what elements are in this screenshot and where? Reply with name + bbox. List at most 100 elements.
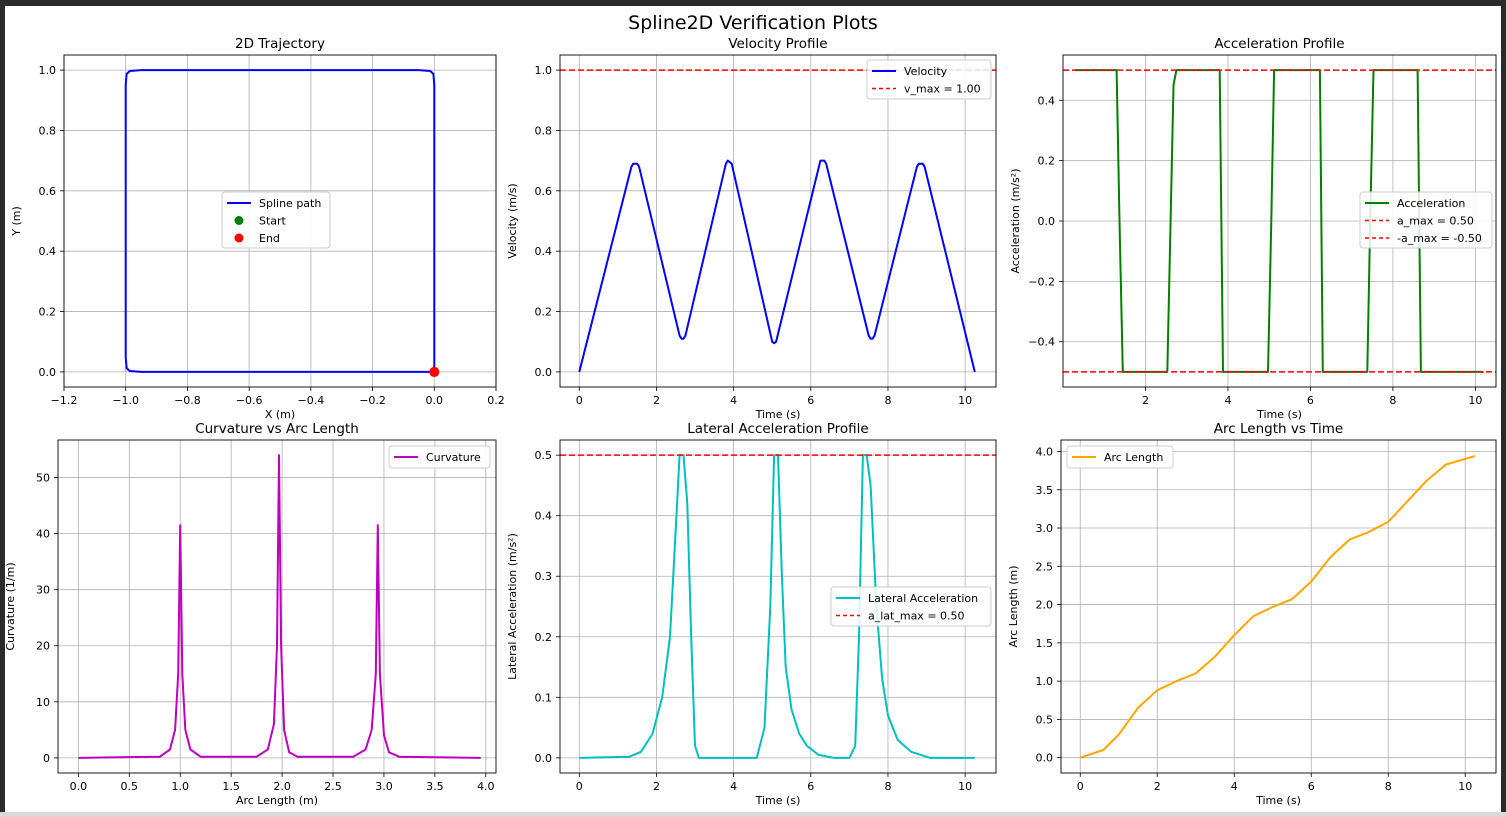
y-tick-label: 10: [36, 696, 50, 709]
x-tick-label: 4: [1224, 394, 1231, 407]
series-line-arclength: [1079, 455, 1476, 759]
axes-frame: [559, 54, 997, 388]
y-tick-label: 0.6: [535, 185, 553, 198]
chart-velocity: 0 2 4 6 8 10 0.0 0.2 0.4 0.6 0.8 1.0 Velocity Profil…: [506, 36, 997, 421]
y-tick-label: 1.0: [535, 64, 553, 77]
axes-frame: [63, 54, 497, 388]
legend-marker: [234, 216, 244, 225]
legend-label: a_max = 0.50: [1397, 215, 1474, 228]
y-tick-label: 30: [36, 584, 50, 597]
x-axis-label: Time (s): [1255, 794, 1301, 807]
x-axis-label: Time (s): [755, 794, 801, 807]
y-tick-label: 1.0: [39, 64, 57, 77]
y-axis-label: Curvature (1/m): [4, 562, 17, 650]
x-tick-label: 0.0: [70, 780, 88, 793]
axes-frame: [57, 439, 497, 774]
y-tick-label: 0.0: [1038, 215, 1056, 228]
legend-box: [1066, 445, 1174, 469]
y-tick-label: 1.0: [1036, 675, 1054, 688]
window-bottom-strip: [0, 812, 1506, 817]
series-line-velocity: [578, 159, 976, 373]
x-tick-label: 8: [884, 394, 891, 407]
legend-label: Velocity: [904, 65, 948, 78]
legend-box: [388, 445, 491, 469]
y-tick-label: 0.1: [535, 691, 553, 704]
series-line-lateral: [579, 454, 975, 759]
x-tick-label: −0.2: [359, 394, 386, 407]
x-tick-label: 0: [576, 780, 583, 793]
x-axis-label: Time (s): [1256, 408, 1302, 421]
y-tick-label: 0.8: [535, 124, 553, 137]
y-tick-label: 0.2: [39, 306, 57, 319]
y-tick-label: 3.0: [1036, 522, 1054, 535]
y-axis-label: Arc Length (m): [1007, 565, 1020, 647]
y-tick-label: 0.5: [535, 449, 553, 462]
x-tick-label: 2: [1142, 394, 1149, 407]
y-tick-label: 0: [43, 752, 50, 765]
x-axis-label: Time (s): [755, 408, 801, 421]
x-tick-label: 1.5: [222, 780, 240, 793]
y-tick-label: 0.4: [39, 245, 57, 258]
axes-frame: [1060, 439, 1497, 774]
chart-acceleration: 2 4 6 8 10 −0.4 −0.2 0.0 0.2 0.4 Acceleration Prof…: [1009, 36, 1497, 421]
y-tick-label: 0.0: [39, 366, 57, 379]
x-tick-label: −0.8: [174, 394, 201, 407]
legend: Spline path Start End: [221, 191, 331, 249]
x-tick-label: −0.6: [236, 394, 263, 407]
chart-lateral: 0 2 4 6 8 10 0.0 0.1 0.2 0.3 0.4 0.5 Lateral Acceler…: [506, 421, 997, 807]
chart-title: Arc Length vs Time: [1214, 421, 1343, 437]
chart-title: Velocity Profile: [728, 36, 827, 52]
y-tick-label: 4.0: [1036, 445, 1054, 458]
x-tick-label: 2: [653, 780, 660, 793]
x-tick-label: 6: [807, 780, 814, 793]
x-tick-label: 3.5: [426, 780, 444, 793]
x-tick-label: 2: [653, 394, 660, 407]
legend-label: Arc Length: [1104, 451, 1163, 464]
x-tick-label: 0: [1077, 780, 1084, 793]
figure-title: Spline2D Verification Plots: [628, 12, 878, 34]
x-tick-label: 10: [958, 394, 972, 407]
chart-title: Lateral Acceleration Profile: [687, 421, 868, 437]
y-tick-label: 0.4: [535, 245, 553, 258]
legend-label: End: [259, 232, 280, 245]
legend-label: Acceleration: [1397, 197, 1465, 210]
x-tick-label: 6: [1307, 394, 1314, 407]
y-tick-label: 0.5: [1036, 713, 1054, 726]
x-tick-label: 10: [1468, 394, 1482, 407]
legend-label: Lateral Acceleration: [868, 592, 978, 605]
legend-label: Spline path: [259, 197, 321, 210]
series-line-curvature: [78, 454, 481, 759]
x-tick-label: 2.5: [324, 780, 342, 793]
legend-marker: [234, 233, 244, 243]
y-tick-label: 0.4: [1038, 94, 1056, 107]
chart-title: Curvature vs Arc Length: [195, 421, 359, 437]
legend-box: [830, 586, 992, 627]
x-tick-label: −1.2: [51, 394, 78, 407]
y-tick-label: 50: [36, 472, 50, 485]
x-tick-label: 8: [1389, 394, 1396, 407]
x-tick-label: 0: [576, 394, 583, 407]
y-tick-label: −0.4: [1028, 336, 1055, 349]
x-tick-label: 8: [884, 780, 891, 793]
legend: Lateral Acceleration a_lat_max = 0.50: [830, 586, 992, 627]
legend-label: Curvature: [426, 451, 481, 464]
x-axis-label: X (m): [265, 408, 295, 421]
legend-box: [221, 191, 331, 249]
chart-title: Acceleration Profile: [1214, 36, 1344, 52]
x-tick-label: 4: [1231, 780, 1238, 793]
x-tick-label: 10: [958, 780, 972, 793]
x-tick-label: 3.0: [375, 780, 393, 793]
legend-box: [866, 59, 992, 100]
x-tick-label: 6: [1308, 780, 1315, 793]
chart-title: 2D Trajectory: [235, 36, 325, 52]
legend: Curvature: [388, 445, 491, 469]
y-axis-label: Acceleration (m/s²): [1009, 169, 1022, 274]
legend: Acceleration a_max = 0.50 -a_max = -0.50: [1359, 191, 1493, 249]
y-tick-label: 0.3: [535, 570, 553, 583]
y-tick-label: 0.0: [535, 752, 553, 765]
y-tick-label: −0.2: [1028, 275, 1055, 288]
x-tick-label: 8: [1385, 780, 1392, 793]
y-tick-label: 0.4: [535, 510, 553, 523]
y-tick-label: 2.5: [1036, 560, 1054, 573]
